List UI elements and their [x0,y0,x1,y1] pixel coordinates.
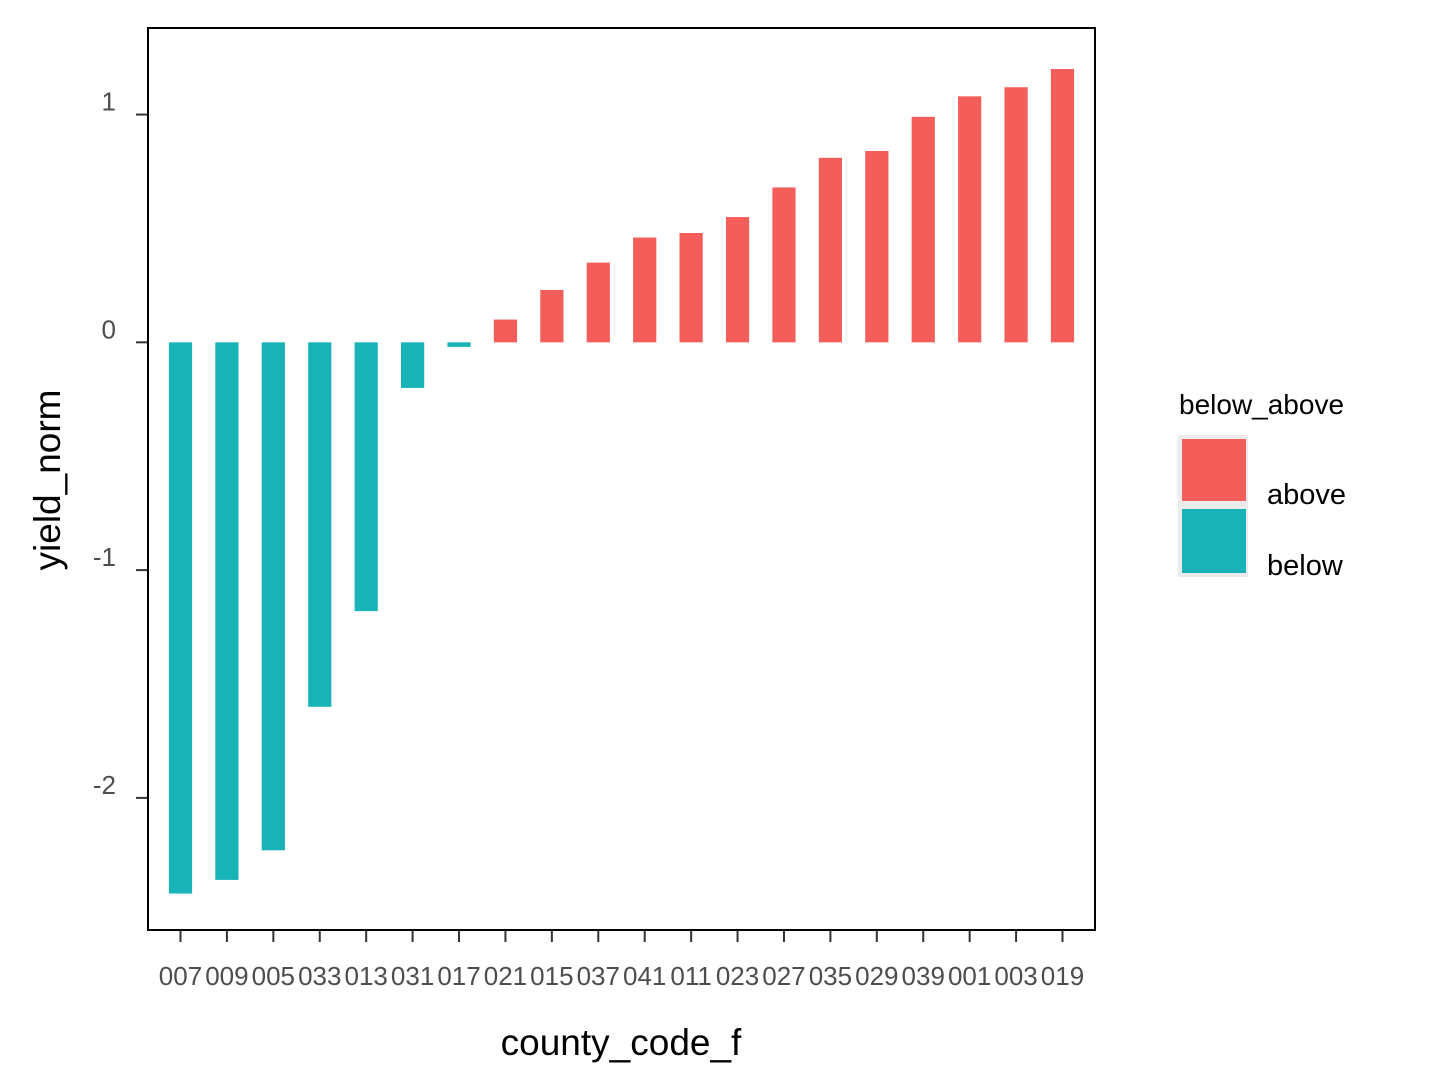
legend-key-below [1182,509,1246,573]
plot-panel-border [147,27,1096,931]
x-tick-label: 009 [205,961,248,991]
y-tick-label: -2 [93,770,116,800]
bar-037 [586,262,610,343]
x-tick-label: 005 [252,961,295,991]
bar-033 [308,342,332,707]
bar-039 [911,116,935,343]
bar-001 [958,96,982,343]
x-tick-label: 019 [1041,961,1084,991]
legend-label-above: above [1267,479,1346,511]
x-tick-label: 015 [530,961,573,991]
bar-013 [354,342,378,612]
bar-007 [168,342,193,894]
bar-027 [772,187,796,343]
legend-label-below: below [1267,550,1344,582]
x-tick-label: 023 [716,961,759,991]
x-tick-label: 011 [670,961,711,991]
x-axis-ticks: 007 009 005 033 013 031 017 021 015 037 041 011 023 0… [159,930,1084,991]
x-tick-label: 021 [484,961,527,991]
legend-key-above [1182,439,1246,501]
x-tick-label: 001 [948,961,991,991]
y-axis-ticks: -2 -1 0 1 [93,87,148,800]
x-tick-label: 003 [994,961,1037,991]
x-tick-label: 037 [577,961,620,991]
x-tick-label: 027 [762,961,805,991]
x-tick-label: 041 [623,961,666,991]
bar-009 [215,342,239,880]
bar-029 [865,151,889,343]
x-tick-label: 033 [298,961,341,991]
bar-005 [261,342,285,851]
x-tick-label: 007 [159,961,202,991]
y-tick-label: 0 [102,314,116,344]
y-tick-label: -1 [93,542,116,572]
x-tick-label: 031 [391,961,434,991]
bar-015 [540,289,564,343]
bar-017 [447,342,471,347]
bar-021 [493,319,518,343]
legend: below_above above below [1178,389,1346,582]
y-axis-title: yield_norm [27,390,68,571]
legend-title: below_above [1179,389,1344,420]
y-tick-label: 1 [102,87,116,117]
bar-023 [725,217,750,343]
bar-011 [679,233,703,343]
bar-035 [818,157,843,343]
x-tick-label: 035 [809,961,852,991]
bars [168,69,1075,894]
x-tick-label: 017 [437,961,480,991]
bar-003 [1004,87,1028,343]
bar-019 [1050,69,1075,343]
x-tick-label: 013 [344,961,387,991]
x-tick-label: 029 [855,961,898,991]
bar-031 [400,342,425,388]
x-axis-title: county_code_f [501,1022,742,1063]
x-tick-label: 039 [902,961,945,991]
bar-041 [633,237,657,343]
